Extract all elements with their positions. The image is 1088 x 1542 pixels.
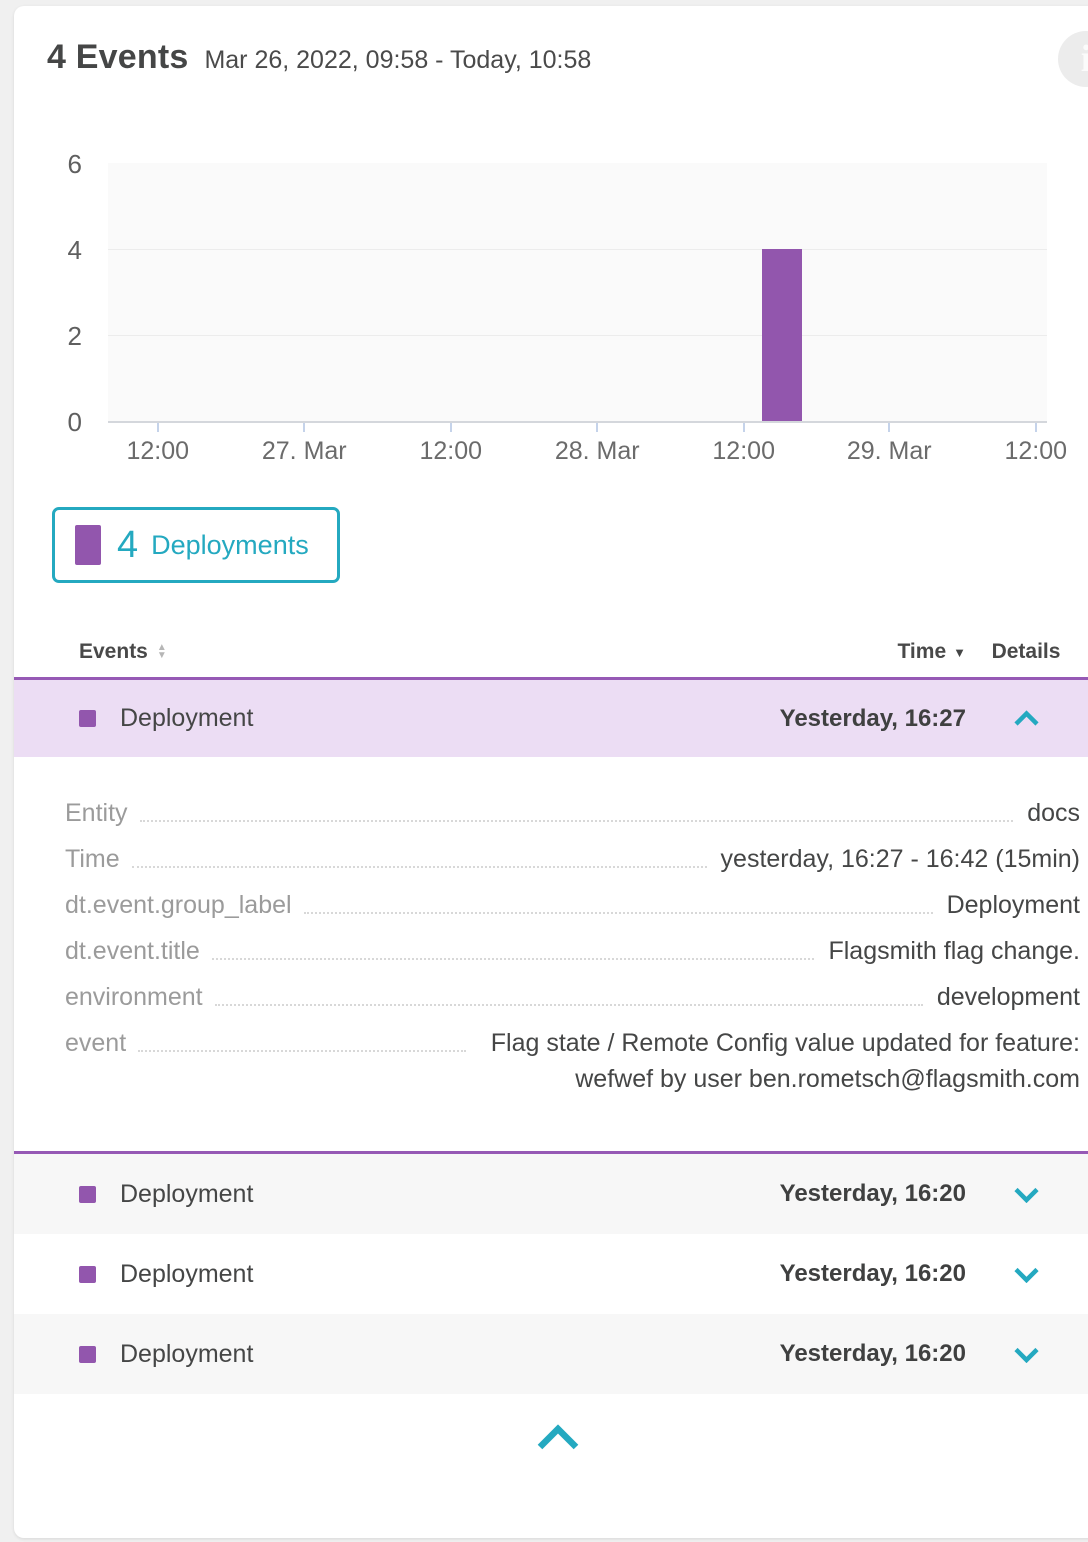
detail-label: event: [65, 1029, 127, 1057]
dotted-leader: [303, 887, 933, 914]
legend-deployments-toggle[interactable]: 4 Deployments: [52, 507, 340, 583]
legend-label: Deployments: [151, 529, 309, 560]
event-details-panel: Entity docs Time yesterday, 16:27 - 16:4…: [14, 757, 1088, 1154]
detail-label: dt.event.title: [65, 937, 200, 965]
column-header-events[interactable]: Events: [79, 640, 148, 663]
x-tick-label: 12:00: [126, 437, 190, 465]
y-axis: 6 4 2 0: [14, 151, 108, 435]
x-axis-tick: [742, 423, 745, 432]
detail-row: event Flag state / Remote Config value u…: [65, 1025, 1080, 1097]
gridline: [108, 334, 1047, 336]
event-time: Yesterday, 16:20: [779, 1340, 966, 1367]
deployment-marker-icon: [79, 1265, 96, 1283]
event-type-label: Deployment: [120, 1259, 254, 1288]
table-header-row: Events ▲ ▼ Time ▼ Details: [14, 627, 1088, 677]
x-axis-tick: [303, 423, 306, 432]
column-header-time[interactable]: Time: [897, 640, 947, 663]
y-tick-label: 4: [67, 234, 82, 265]
event-time: Yesterday, 16:20: [779, 1260, 966, 1287]
x-axis-tick: [888, 423, 891, 432]
sort-icon[interactable]: ▲ ▼: [156, 642, 167, 661]
y-tick-label: 2: [67, 321, 82, 352]
event-type-label: Deployment: [120, 1339, 254, 1368]
event-row[interactable]: Deployment Yesterday, 16:20: [14, 1154, 1088, 1234]
detail-label: Entity: [65, 799, 128, 827]
x-tick-label: 12:00: [712, 437, 775, 465]
dotted-leader: [214, 979, 923, 1006]
detail-value: development: [936, 983, 1080, 1011]
x-axis-tick: [596, 423, 599, 432]
detail-value: yesterday, 16:27 - 16:42 (15min): [720, 845, 1080, 873]
column-header-details: Details: [991, 640, 1061, 663]
event-time: Yesterday, 16:27: [779, 704, 966, 732]
collapse-details-button[interactable]: [535, 1424, 581, 1455]
time-sort-desc-icon[interactable]: ▼: [953, 644, 966, 660]
chevron-up-icon[interactable]: [1013, 710, 1040, 727]
y-tick-label: 6: [67, 149, 82, 179]
x-tick-label: 29. Mar: [846, 437, 932, 465]
x-tick-label: 28. Mar: [554, 437, 640, 465]
gridline: [108, 248, 1047, 250]
chevron-down-icon[interactable]: [1013, 1266, 1040, 1283]
event-row-expanded[interactable]: Deployment Yesterday, 16:27: [14, 677, 1088, 757]
panel-header: 4 Events Mar 26, 2022, 09:58 - Today, 10…: [14, 6, 1088, 77]
detail-label: Time: [65, 845, 120, 873]
dotted-leader: [139, 795, 1014, 822]
event-type-label: Deployment: [120, 704, 254, 732]
detail-value: docs: [1027, 799, 1080, 827]
dotted-leader: [131, 841, 707, 868]
deployments-swatch-icon: [75, 525, 101, 565]
event-row[interactable]: Deployment Yesterday, 16:20: [14, 1314, 1088, 1394]
y-tick-label: 0: [67, 407, 82, 437]
events-chart: 6 4 2 0 12:00 27. Mar 12:00 28. Mar 12:0…: [14, 151, 1088, 465]
events-table: Events ▲ ▼ Time ▼ Details Deployment Yes…: [14, 627, 1088, 1394]
detail-value: Deployment: [946, 891, 1080, 919]
sort-up-icon: ▲: [156, 642, 167, 653]
deployment-marker-icon: [79, 1185, 96, 1203]
dotted-leader: [211, 933, 815, 960]
x-tick-label: 27. Mar: [261, 437, 347, 465]
chart-plot-area: 12:00 27. Mar 12:00 28. Mar 12:00 29. Ma…: [108, 163, 1067, 465]
deployment-marker-icon: [79, 1345, 96, 1363]
x-tick-label: 12:00: [419, 437, 483, 465]
x-axis-tick: [449, 423, 452, 432]
detail-row: Entity docs: [65, 795, 1080, 831]
x-axis-tick: [156, 423, 159, 432]
chevron-down-icon[interactable]: [1013, 1186, 1040, 1203]
chart-bar-deployments[interactable]: [761, 249, 802, 421]
detail-label: environment: [65, 983, 203, 1011]
detail-row: Time yesterday, 16:27 - 16:42 (15min): [65, 841, 1080, 877]
detail-row: environment development: [65, 979, 1080, 1015]
detail-row: dt.event.group_label Deployment: [65, 887, 1080, 923]
x-tick-label: 12:00: [1004, 437, 1067, 465]
detail-label: dt.event.group_label: [65, 891, 292, 919]
timeframe-label: Mar 26, 2022, 09:58 - Today, 10:58: [204, 46, 592, 74]
dotted-leader: [138, 1025, 466, 1052]
detail-row: dt.event.title Flagsmith flag change.: [65, 933, 1080, 969]
sort-down-icon: ▼: [156, 650, 167, 661]
chevron-down-icon[interactable]: [1013, 1346, 1040, 1363]
detail-value: Flagsmith flag change.: [828, 937, 1080, 965]
event-time: Yesterday, 16:20: [779, 1180, 966, 1207]
event-type-label: Deployment: [120, 1179, 254, 1208]
chevron-up-icon: [537, 1424, 579, 1450]
events-card: 4 Events Mar 26, 2022, 09:58 - Today, 10…: [14, 6, 1088, 1538]
detail-value: Flag state / Remote Config value updated…: [490, 1029, 1080, 1093]
deployment-marker-icon: [79, 710, 96, 727]
event-row[interactable]: Deployment Yesterday, 16:20: [14, 1234, 1088, 1314]
legend-count: 4: [117, 524, 139, 566]
x-axis-tick: [1034, 423, 1037, 432]
page-title: 4 Events: [47, 38, 189, 76]
